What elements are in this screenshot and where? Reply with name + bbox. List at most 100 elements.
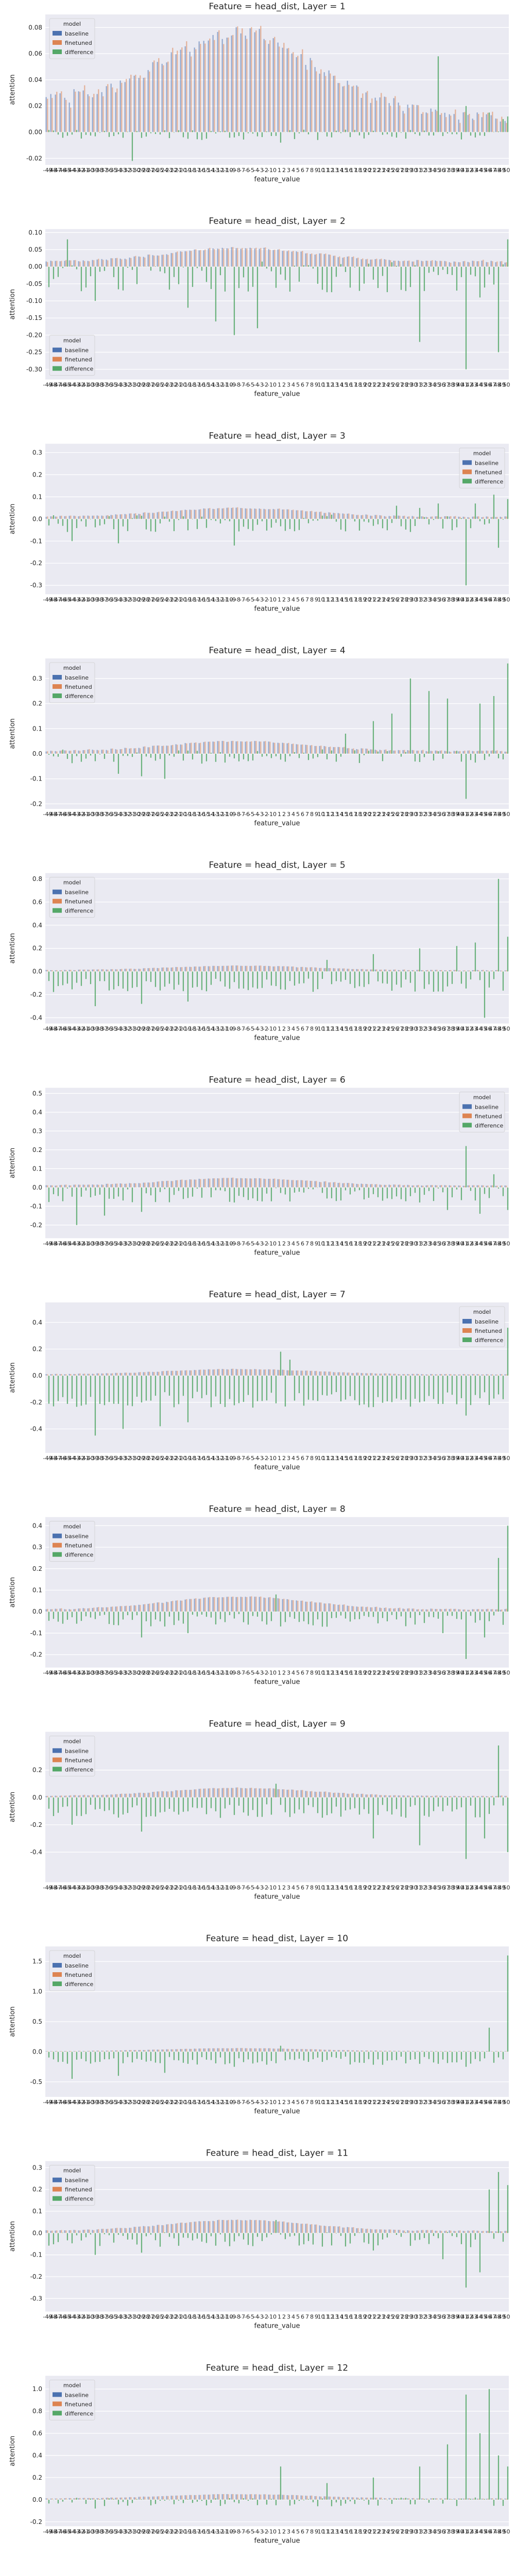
x-tick-label: -26 bbox=[150, 1455, 159, 1462]
bar-difference bbox=[145, 2233, 147, 2236]
bar-finetuned bbox=[483, 2498, 484, 2500]
bar-finetuned bbox=[251, 27, 252, 132]
x-tick-label: -40 bbox=[85, 1026, 94, 1032]
bar-difference bbox=[247, 2499, 249, 2501]
x-tick-label: 11 bbox=[322, 2099, 330, 2106]
bar-difference bbox=[465, 1376, 467, 1416]
bar-baseline bbox=[435, 2498, 436, 2500]
x-tick-label: 36 bbox=[438, 1670, 445, 1676]
bar-finetuned bbox=[163, 1371, 164, 1376]
bar-baseline bbox=[259, 1178, 260, 1188]
bar-finetuned bbox=[246, 2494, 248, 2500]
bar-difference bbox=[104, 1187, 106, 1216]
bar-difference bbox=[201, 1797, 203, 1808]
bar-finetuned bbox=[172, 511, 174, 519]
x-tick-label: 17 bbox=[350, 811, 357, 818]
bar-difference bbox=[280, 971, 282, 990]
bar-difference bbox=[391, 1376, 393, 1402]
bar-baseline bbox=[235, 507, 237, 519]
bar-difference bbox=[345, 1797, 347, 1810]
bar-difference bbox=[201, 132, 203, 140]
bar-finetuned bbox=[75, 1795, 76, 1798]
bar-finetuned bbox=[255, 247, 257, 267]
bar-finetuned bbox=[116, 1372, 118, 1376]
x-tick-label: 15 bbox=[341, 811, 348, 818]
x-tick-label: -17 bbox=[192, 2314, 201, 2320]
x-tick-label: -6 bbox=[244, 1240, 250, 1247]
bar-difference bbox=[229, 1612, 231, 1615]
bar-finetuned bbox=[102, 96, 104, 132]
bar-baseline bbox=[370, 1794, 371, 1798]
bar-finetuned bbox=[422, 516, 424, 519]
bar-difference bbox=[303, 265, 305, 267]
bar-difference bbox=[484, 1187, 486, 1194]
bar-baseline bbox=[268, 44, 269, 132]
bar-difference bbox=[363, 519, 365, 522]
bar-baseline bbox=[68, 260, 70, 267]
bar-finetuned bbox=[459, 751, 461, 754]
x-tick-label: -17 bbox=[192, 2099, 201, 2106]
bar-baseline bbox=[198, 1178, 200, 1188]
bar-finetuned bbox=[320, 511, 322, 519]
bar-finetuned bbox=[84, 1184, 85, 1188]
bar-difference bbox=[372, 954, 374, 972]
bar-baseline bbox=[277, 2495, 279, 2500]
bar-difference bbox=[358, 1797, 360, 1815]
bar-finetuned bbox=[204, 509, 206, 519]
bar-difference bbox=[196, 751, 198, 754]
bar-finetuned bbox=[316, 1602, 317, 1612]
bar-difference bbox=[294, 265, 296, 267]
bar-finetuned bbox=[181, 744, 183, 754]
bar-baseline bbox=[268, 1788, 269, 1798]
x-tick-label: -12 bbox=[215, 2099, 224, 2106]
bar-difference bbox=[136, 2233, 138, 2245]
bar-baseline bbox=[240, 2220, 242, 2233]
x-tick-label: 42 bbox=[466, 1455, 473, 1462]
legend-swatch-finetuned bbox=[53, 684, 62, 689]
x-tick-label: 14 bbox=[336, 2099, 344, 2106]
bar-baseline bbox=[55, 516, 56, 519]
bar-finetuned bbox=[501, 261, 503, 267]
bar-difference bbox=[303, 129, 305, 132]
legend-swatch-finetuned bbox=[53, 2187, 62, 2192]
bar-finetuned bbox=[65, 2230, 67, 2233]
bar-baseline bbox=[115, 1606, 116, 1612]
bar-difference bbox=[53, 2052, 55, 2060]
bar-finetuned bbox=[167, 255, 169, 267]
x-tick-label: -1 bbox=[267, 1026, 273, 1032]
bar-finetuned bbox=[75, 1374, 76, 1376]
bar-finetuned bbox=[279, 249, 280, 267]
x-tick-label: 17 bbox=[350, 1455, 357, 1462]
bar-finetuned bbox=[399, 1795, 401, 1798]
x-tick-label: 9 bbox=[315, 1670, 318, 1676]
bar-difference bbox=[326, 1612, 328, 1627]
x-tick-label: -39 bbox=[90, 2314, 99, 2320]
bar-finetuned bbox=[228, 1788, 229, 1798]
bar-baseline bbox=[384, 1795, 385, 1798]
bar-finetuned bbox=[288, 250, 289, 267]
bar-finetuned bbox=[153, 2049, 155, 2052]
x-tick-label: -20 bbox=[178, 596, 187, 603]
bar-finetuned bbox=[283, 43, 285, 132]
bar-baseline bbox=[147, 1792, 149, 1798]
bar-difference bbox=[127, 1376, 129, 1405]
x-tick-label: 1 bbox=[278, 811, 281, 818]
bar-difference bbox=[90, 1376, 92, 1397]
bar-baseline bbox=[198, 41, 200, 132]
bar-difference bbox=[178, 2233, 180, 2246]
x-tick-label: 22 bbox=[373, 596, 381, 603]
x-tick-label: -39 bbox=[90, 596, 99, 603]
x-tick-label: 6 bbox=[301, 2314, 304, 2320]
bar-difference bbox=[465, 971, 467, 989]
bar-finetuned bbox=[464, 970, 466, 972]
x-tick-label: 16 bbox=[346, 382, 353, 388]
bar-difference bbox=[224, 753, 226, 763]
bar-finetuned bbox=[191, 2222, 192, 2233]
bar-baseline bbox=[110, 1373, 112, 1376]
bar-difference bbox=[159, 1612, 161, 1622]
bar-difference bbox=[442, 519, 444, 529]
bar-finetuned bbox=[79, 516, 81, 519]
bar-baseline bbox=[124, 2050, 126, 2052]
x-tick-label: 18 bbox=[355, 2314, 362, 2320]
